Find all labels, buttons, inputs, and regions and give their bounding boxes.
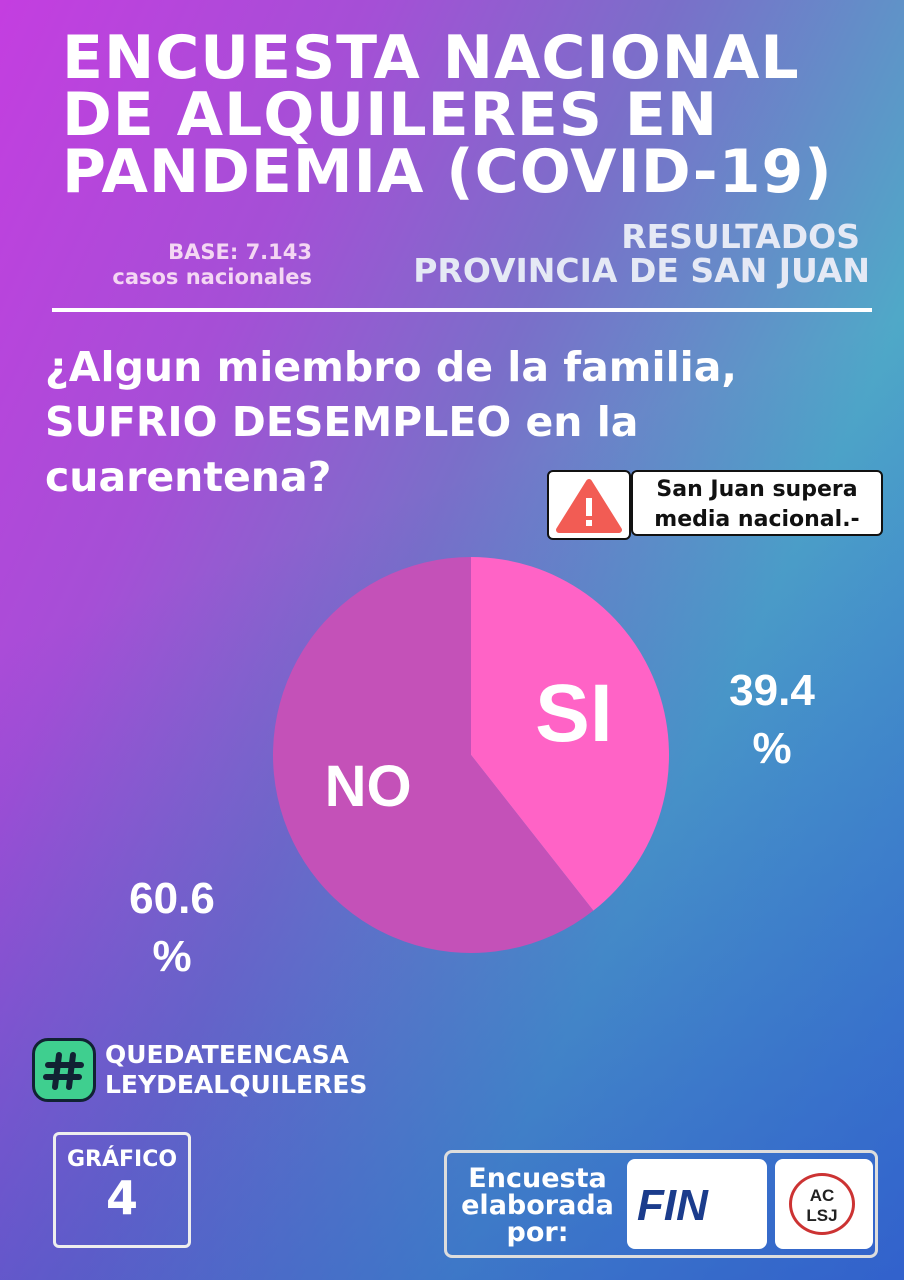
title-line: PANDEMIA (COVID-19) xyxy=(62,137,833,207)
pie-slice xyxy=(272,557,594,953)
base: BASE: 7.143 casos nacionales xyxy=(60,240,312,290)
results: RESULTADOS PROVINCIA DE SAN JUAN xyxy=(340,220,870,288)
title: ENCUESTA NACIONAL DE ALQUILERES EN PANDE… xyxy=(62,23,833,207)
warning-icon-box xyxy=(547,470,631,540)
results-line: RESULTADOS xyxy=(621,217,860,256)
pie-slice xyxy=(471,557,669,911)
title-line: ENCUESTA NACIONAL xyxy=(62,23,800,93)
annotation: San Juan supera media nacional.- xyxy=(631,470,883,536)
logo-text: FIN xyxy=(637,1181,708,1230)
hashtag-icon xyxy=(32,1038,96,1102)
logo-fin: FIN xyxy=(627,1159,767,1249)
base-line: casos nacionales xyxy=(112,265,312,289)
slice-label: NO xyxy=(325,754,412,819)
hashtag: QUEDATEENCASA xyxy=(105,1040,349,1069)
chart-title: ¿Algun miembro de la familia, SUFRIO DES… xyxy=(45,343,737,501)
value-label: 39.4 % xyxy=(729,666,815,773)
logo-text: AC LSJ xyxy=(789,1173,855,1235)
warning-bar xyxy=(586,498,592,516)
hash-lines xyxy=(43,1052,84,1090)
divider xyxy=(52,308,872,312)
annotation-box: San Juan supera media nacional.- xyxy=(547,470,889,540)
warning-dot xyxy=(586,520,592,526)
results-line: PROVINCIA DE SAN JUAN xyxy=(413,251,870,290)
title-line: DE ALQUILERES EN xyxy=(62,80,719,150)
chart-number: 4 xyxy=(105,1171,138,1225)
hashtags: QUEDATEENCASA LEYDEALQUILERES xyxy=(105,1040,367,1100)
slice-label: SI xyxy=(535,668,612,759)
warning-icon xyxy=(556,479,622,533)
hashtag-glyph xyxy=(43,1052,84,1090)
base-line: BASE: 7.143 xyxy=(168,240,312,264)
credit-box: Encuesta elaborada por: FIN AC LSJ xyxy=(444,1150,878,1258)
logo-aclsj: AC LSJ xyxy=(775,1159,873,1249)
credit-text: Encuesta elaborada por: xyxy=(461,1163,614,1248)
chart-label: GRÁFICO xyxy=(66,1147,178,1172)
value-label: 60.6 % xyxy=(129,874,215,981)
hashtag: LEYDEALQUILERES xyxy=(105,1070,368,1099)
chart-number-box: GRÁFICO 4 xyxy=(53,1132,191,1248)
